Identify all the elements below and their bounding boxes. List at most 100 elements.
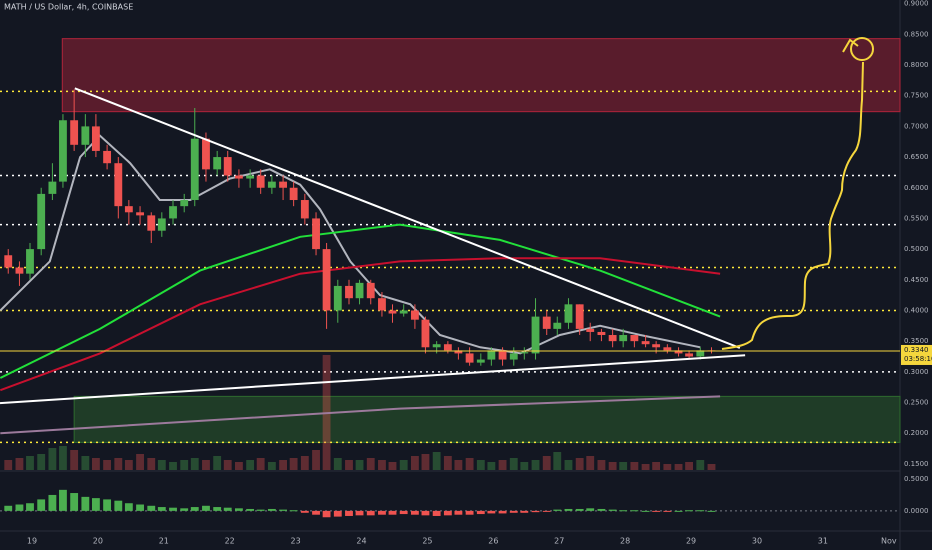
candle-body: [432, 344, 441, 348]
candle-body: [553, 322, 562, 329]
y-tick-label: 0.2500: [904, 399, 929, 407]
candle-body: [366, 282, 375, 299]
osc-bar: [312, 510, 320, 515]
volume-bar: [454, 460, 463, 470]
y-tick-label: 0.5000: [904, 245, 929, 253]
volume-bar: [114, 458, 123, 470]
volume-bar: [169, 462, 177, 470]
y-tick-label: 0.4000: [904, 306, 929, 314]
x-tick-label: 24: [356, 537, 366, 546]
candle-body: [15, 267, 24, 274]
candle-body: [608, 335, 617, 342]
candle-body: [454, 350, 463, 354]
osc-bar: [674, 510, 683, 512]
osc-bar: [59, 489, 67, 511]
volume-bar: [443, 456, 452, 470]
volume-bar: [641, 464, 650, 470]
candle-body: [81, 126, 90, 145]
osc-bar: [542, 510, 551, 512]
osc-bar: [586, 508, 595, 511]
candle-body: [246, 175, 255, 179]
osc-bar: [289, 510, 298, 512]
osc-bar: [366, 510, 375, 516]
candle-body: [289, 187, 298, 201]
candle-body: [235, 175, 243, 179]
osc-bar: [454, 510, 463, 515]
volume-bar: [136, 454, 144, 470]
osc-bar: [641, 510, 650, 512]
y-tick-label: 0.3500: [904, 337, 929, 345]
volume-bar: [520, 462, 529, 470]
osc-bar: [124, 503, 133, 511]
candle-body: [355, 282, 364, 299]
last-price-box: [901, 344, 932, 365]
volume-bar: [487, 462, 496, 470]
osc-bar: [81, 496, 90, 511]
volume-bar: [388, 462, 397, 470]
volume-bar: [542, 456, 551, 470]
zone: [61, 38, 901, 113]
candle-body: [267, 181, 276, 188]
candle-body: [597, 331, 606, 336]
candle-body: [421, 319, 430, 348]
osc-bar: [300, 510, 309, 513]
volume-bar: [48, 448, 57, 470]
volume-bar: [476, 460, 485, 470]
y-tick-label: 0.7000: [904, 122, 929, 130]
osc-bar: [157, 507, 166, 511]
osc-bar: [91, 498, 100, 511]
osc-bar: [345, 510, 353, 516]
y-tick-label: 0.9000: [904, 0, 929, 8]
moving-average: [0, 223, 721, 379]
candle-body: [520, 352, 529, 354]
osc-bar: [279, 509, 288, 511]
candle-body: [190, 138, 199, 201]
osc-bar: [37, 499, 46, 511]
volume-bar: [300, 456, 309, 470]
candle-body: [619, 335, 628, 342]
last-price-label: 0.3340: [904, 346, 929, 354]
volume-bar: [223, 460, 232, 470]
candle-body: [114, 163, 123, 207]
volume-bar: [147, 458, 156, 470]
osc-bar: [399, 510, 408, 515]
volume-bar: [4, 460, 13, 470]
volume-bar: [575, 458, 584, 470]
candle-body: [586, 328, 595, 332]
osc-bar: [685, 510, 694, 512]
osc-bar: [202, 505, 210, 511]
volume-bar: [674, 464, 683, 470]
osc-bar: [630, 510, 639, 512]
osc-bar: [70, 493, 79, 511]
volume-bar: [619, 462, 628, 470]
y-tick-label: 0.1500: [904, 460, 929, 468]
candle-body: [333, 285, 342, 311]
y-tick-label: 0.8500: [904, 30, 929, 38]
osc-bar: [476, 510, 485, 515]
x-tick-label: 27: [554, 537, 564, 546]
osc-bar: [114, 500, 123, 511]
candle-body: [202, 138, 210, 170]
volume-bar: [333, 458, 342, 470]
y-tick-label: 0.3000: [904, 368, 929, 376]
candle-body: [322, 249, 331, 311]
x-tick-label: 19: [27, 537, 37, 546]
candle-body: [124, 206, 133, 213]
candle-body: [223, 157, 232, 176]
volume-bar: [564, 460, 573, 470]
volume-bar: [15, 458, 24, 470]
x-tick-label: 31: [818, 537, 828, 546]
osc-bar: [509, 510, 518, 513]
osc-bar: [267, 508, 276, 511]
osc-bar: [147, 505, 156, 511]
osc-bar: [190, 507, 199, 511]
osc-bar: [575, 508, 584, 511]
volume-bar: [597, 460, 606, 470]
osc-bar: [432, 510, 441, 516]
volume-bar: [157, 460, 166, 470]
countdown-label: 03:58:10: [904, 355, 932, 363]
volume-bar: [608, 462, 617, 470]
osc-bar: [652, 510, 661, 512]
x-tick-label: 20: [93, 537, 103, 546]
